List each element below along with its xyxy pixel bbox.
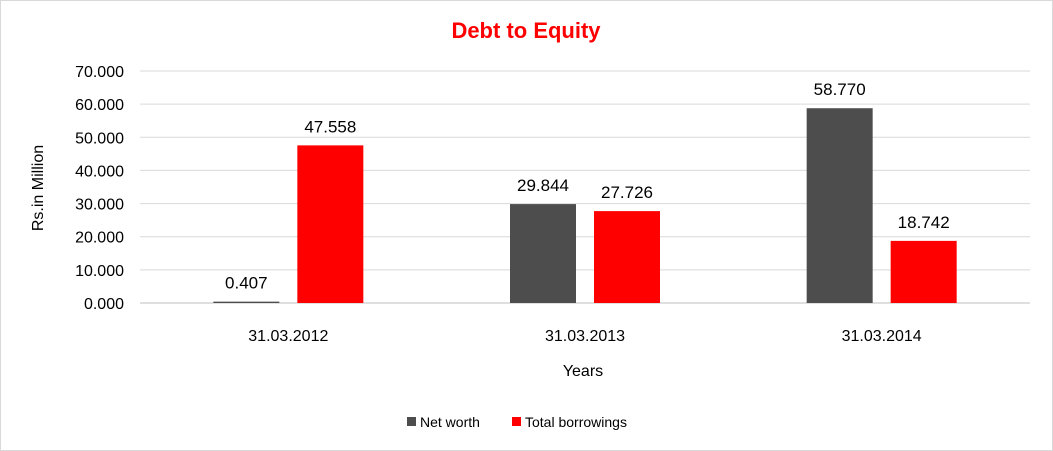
legend-swatch	[407, 417, 416, 426]
data-label: 0.407	[225, 274, 268, 293]
x-axis-label: Years	[563, 363, 603, 380]
data-labels: 0.407 47.558 29.844 27.726 58.770 18.742	[225, 80, 950, 292]
y-tick-label: 30.000	[75, 197, 124, 214]
legend-label: Total borrowings	[525, 414, 627, 430]
data-label: 47.558	[304, 117, 356, 136]
y-tick-label: 70.000	[75, 64, 124, 81]
y-tick-label: 20.000	[75, 230, 124, 247]
data-label: 27.726	[601, 183, 653, 202]
bar-net-worth	[806, 108, 873, 304]
bar-total-borrowings	[297, 145, 364, 303]
y-tick-label: 40.000	[75, 163, 124, 180]
x-axis-ticks: 31.03.2012 31.03.2013 31.03.2014	[248, 328, 922, 345]
y-axis-ticks: 0.000 10.000 20.000 30.000 40.000 50.000 60.00…	[75, 64, 124, 313]
legend-swatch	[512, 417, 521, 426]
y-tick-label: 10.000	[75, 263, 124, 280]
y-axis-label: Rs.in Million	[30, 145, 47, 231]
x-tick-label: 31.03.2013	[545, 328, 625, 345]
gridlines	[140, 70, 1030, 304]
bar-net-worth	[510, 204, 576, 303]
data-label: 18.742	[898, 213, 950, 232]
legend-label: Net worth	[420, 414, 480, 430]
y-tick-label: 0.000	[84, 296, 124, 313]
data-label: 29.844	[517, 176, 569, 195]
bars	[213, 108, 957, 304]
y-tick-label: 50.000	[75, 130, 124, 147]
bar-total-borrowings	[594, 211, 660, 303]
x-tick-label: 31.03.2014	[842, 328, 922, 345]
legend: Net worth Total borrowings	[407, 414, 627, 430]
bar-net-worth	[213, 301, 280, 303]
bar-total-borrowings	[890, 240, 957, 303]
y-tick-label: 60.000	[75, 97, 124, 114]
chart-title: Debt to Equity	[451, 18, 601, 43]
x-tick-label: 31.03.2012	[248, 328, 328, 345]
data-label: 58.770	[814, 80, 866, 99]
